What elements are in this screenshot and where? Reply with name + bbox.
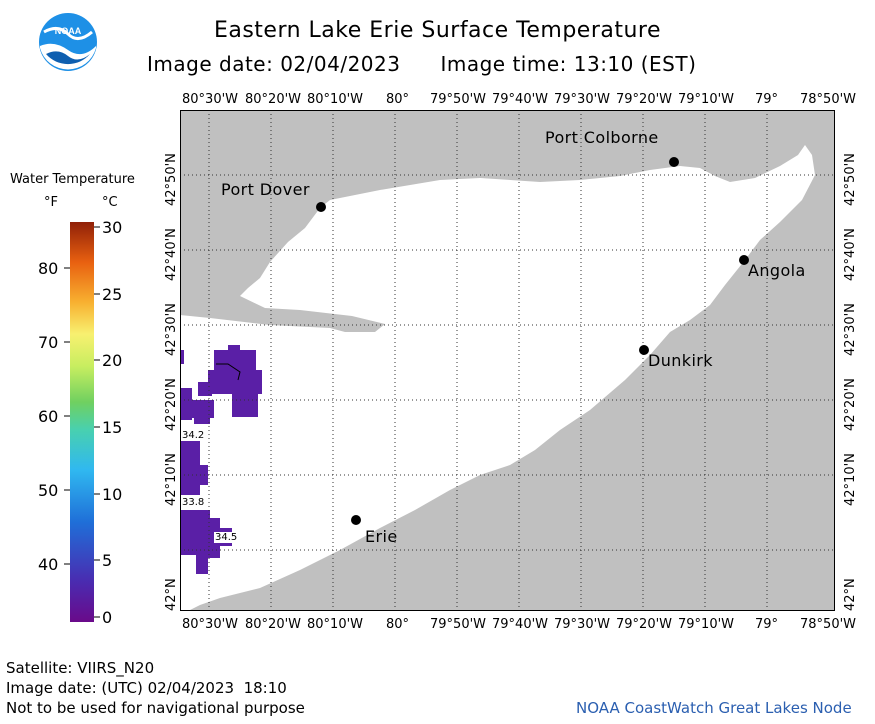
image-time: Image time: 13:10 (EST)	[440, 52, 697, 76]
c-tick: 15	[102, 418, 123, 437]
lon-label-top: 79°10'W	[678, 92, 735, 107]
sst-value-label: 34.2	[181, 430, 206, 441]
lat-label-left: 42°20'N	[164, 378, 179, 431]
image-date: Image date: 02/04/2023	[147, 52, 401, 76]
f-tick: 60	[38, 407, 59, 426]
sst-value-label: 34.5	[214, 532, 239, 543]
port-dover-marker	[316, 202, 326, 212]
label-port-dover: Port Dover	[221, 180, 310, 199]
f-tick: 80	[38, 259, 59, 278]
c-tick: 30	[102, 218, 123, 237]
lon-label-top: 79°40'W	[492, 92, 549, 107]
lon-label-bottom: 80°	[386, 617, 410, 632]
lon-label-bottom: 79°	[755, 617, 779, 632]
lat-label-right: 42°20'N	[843, 378, 858, 431]
color-bar	[70, 222, 94, 622]
lat-label-left: 42°N	[164, 578, 179, 611]
lon-label-bottom: 79°20'W	[616, 617, 673, 632]
lon-label-top: 80°20'W	[245, 92, 302, 107]
lat-label-left: 42°30'N	[164, 303, 179, 356]
image-datetime: Image date: 02/04/2023 Image time: 13:10 …	[147, 52, 696, 76]
lon-label-bottom: 80°20'W	[245, 617, 302, 632]
lon-label-bottom: 78°50'W	[800, 617, 857, 632]
lon-label-top: 80°30'W	[182, 92, 239, 107]
label-port-colborne: Port Colborne	[545, 128, 659, 147]
disclaimer: Not to be used for navigational purpose	[6, 699, 305, 717]
lon-label-bottom: 80°10'W	[307, 617, 364, 632]
lon-label-bottom: 79°30'W	[554, 617, 611, 632]
lon-label-top: 80°10'W	[307, 92, 364, 107]
c-tick: 25	[102, 285, 123, 304]
c-tick: 0	[102, 608, 113, 627]
lon-label-bottom: 79°40'W	[492, 617, 549, 632]
color-bar-ticks	[64, 226, 100, 618]
lon-label-bottom: 80°30'W	[182, 617, 239, 632]
lat-label-right: 42°40'N	[843, 228, 858, 281]
map-title: Eastern Lake Erie Surface Temperature	[213, 18, 662, 43]
label-erie: Erie	[365, 527, 398, 546]
lat-label-left: 42°10'N	[164, 453, 179, 506]
lon-label-top: 79°20'W	[616, 92, 673, 107]
f-tick: 50	[38, 481, 59, 500]
dunkirk-marker	[639, 345, 649, 355]
port-colborne-marker	[669, 157, 679, 167]
angola-marker	[739, 255, 749, 265]
erie-marker	[351, 515, 361, 525]
c-tick: 20	[102, 351, 123, 370]
lon-label-top: 78°50'W	[800, 92, 857, 107]
satellite-info: Satellite: VIIRS_N20	[6, 659, 155, 677]
lake-water	[180, 145, 815, 611]
f-tick: 40	[38, 555, 59, 574]
lon-label-top: 79°	[755, 92, 779, 107]
unit-celsius: °C	[102, 195, 118, 210]
utc-date: Image date: (UTC) 02/04/2023 18:10	[6, 679, 287, 697]
label-angola: Angola	[748, 261, 806, 280]
lon-label-bottom: 79°50'W	[430, 617, 487, 632]
noaa-logo-text: NOAA	[55, 26, 82, 36]
lat-label-left: 42°50'N	[164, 153, 179, 206]
lat-label-right: 42°30'N	[843, 303, 858, 356]
legend-title: Water Temperature	[10, 172, 135, 187]
lat-label-left: 42°40'N	[164, 228, 179, 281]
f-tick: 70	[38, 333, 59, 352]
c-tick: 5	[102, 551, 113, 570]
lon-label-top: 79°30'W	[554, 92, 611, 107]
sst-value-label: 33.8	[181, 497, 206, 508]
label-dunkirk: Dunkirk	[648, 351, 713, 370]
lon-label-top: 79°50'W	[430, 92, 487, 107]
noaa-logo-icon: NOAA	[38, 12, 98, 72]
lat-label-right: 42°N	[843, 578, 858, 611]
c-tick: 10	[102, 485, 123, 504]
lon-label-top: 80°	[386, 92, 410, 107]
map-frame	[180, 110, 835, 611]
lat-label-right: 42°10'N	[843, 453, 858, 506]
lat-label-right: 42°50'N	[843, 153, 858, 206]
credit-link[interactable]: NOAA CoastWatch Great Lakes Node	[576, 699, 852, 717]
unit-fahrenheit: °F	[44, 195, 58, 210]
lon-label-bottom: 79°10'W	[678, 617, 735, 632]
